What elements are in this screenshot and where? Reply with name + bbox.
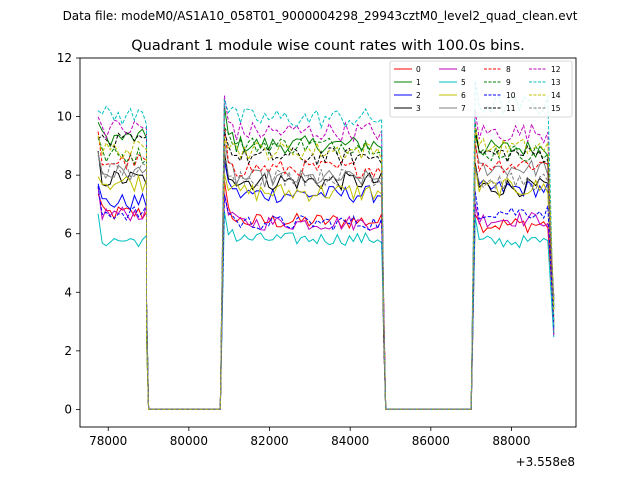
legend-label-5: 5 <box>461 78 466 87</box>
x-offset-label: +3.558e8 <box>516 455 575 469</box>
legend-label-9: 9 <box>506 78 511 87</box>
legend-label-0: 0 <box>416 65 421 74</box>
series-line-8 <box>97 124 555 410</box>
legend-label-13: 13 <box>551 78 561 87</box>
legend-label-12: 12 <box>551 65 561 74</box>
legend-label-4: 4 <box>461 65 466 74</box>
y-tick-label: 2 <box>64 344 72 358</box>
legend-label-11: 11 <box>506 104 516 113</box>
legend-box <box>389 60 573 118</box>
series-line-14 <box>97 128 555 410</box>
legend-label-14: 14 <box>551 91 561 100</box>
legend-label-1: 1 <box>416 78 421 87</box>
legend-label-7: 7 <box>461 104 466 113</box>
series-line-15 <box>97 148 555 410</box>
suptitle: Data file: modeM0/AS1A10_058T01_90000042… <box>63 9 578 23</box>
x-tick-label: 80000 <box>170 434 208 448</box>
legend-label-8: 8 <box>506 65 511 74</box>
legend-label-6: 6 <box>461 91 466 100</box>
legend-label-3: 3 <box>416 104 421 113</box>
x-tick-label: 78000 <box>89 434 127 448</box>
y-tick-label: 10 <box>57 110 72 124</box>
y-tick-label: 6 <box>64 227 72 241</box>
x-axis: 78000 80000 82000 84000 86000 88000 <box>89 427 531 448</box>
x-tick-label: 86000 <box>412 434 450 448</box>
plot-frame <box>79 57 577 428</box>
y-tick-label: 8 <box>64 168 72 182</box>
legend-label-10: 10 <box>506 91 516 100</box>
y-axis: 0 2 4 6 8 10 12 <box>57 51 80 416</box>
y-tick-label: 4 <box>64 285 72 299</box>
x-tick-label: 88000 <box>492 434 530 448</box>
x-tick-label: 84000 <box>331 434 369 448</box>
legend-label-15: 15 <box>551 104 561 113</box>
y-tick-label: 0 <box>64 402 72 416</box>
x-tick-label: 82000 <box>250 434 288 448</box>
y-tick-label: 12 <box>57 51 72 65</box>
chart-title: Quadrant 1 module wise count rates with … <box>131 38 525 54</box>
legend-label-2: 2 <box>416 91 421 100</box>
